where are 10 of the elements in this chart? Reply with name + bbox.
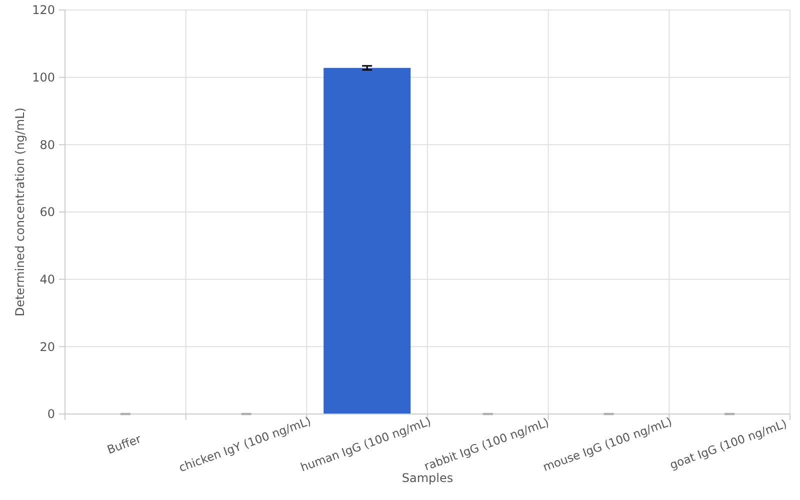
y-tick-label: 40	[40, 272, 55, 287]
x-axis-title: Samples	[402, 471, 454, 485]
x-tick-label: Buffer	[105, 432, 144, 457]
y-tick-label: 120	[32, 3, 55, 18]
y-tick-label: 20	[40, 340, 55, 354]
y-axis-title: Determined concentration (ng/mL)	[13, 108, 27, 316]
y-tick-label: 80	[40, 138, 55, 152]
y-tick-label: 60	[40, 205, 55, 220]
y-tick-label: 0	[47, 407, 55, 422]
y-tick-label: 100	[32, 70, 55, 85]
